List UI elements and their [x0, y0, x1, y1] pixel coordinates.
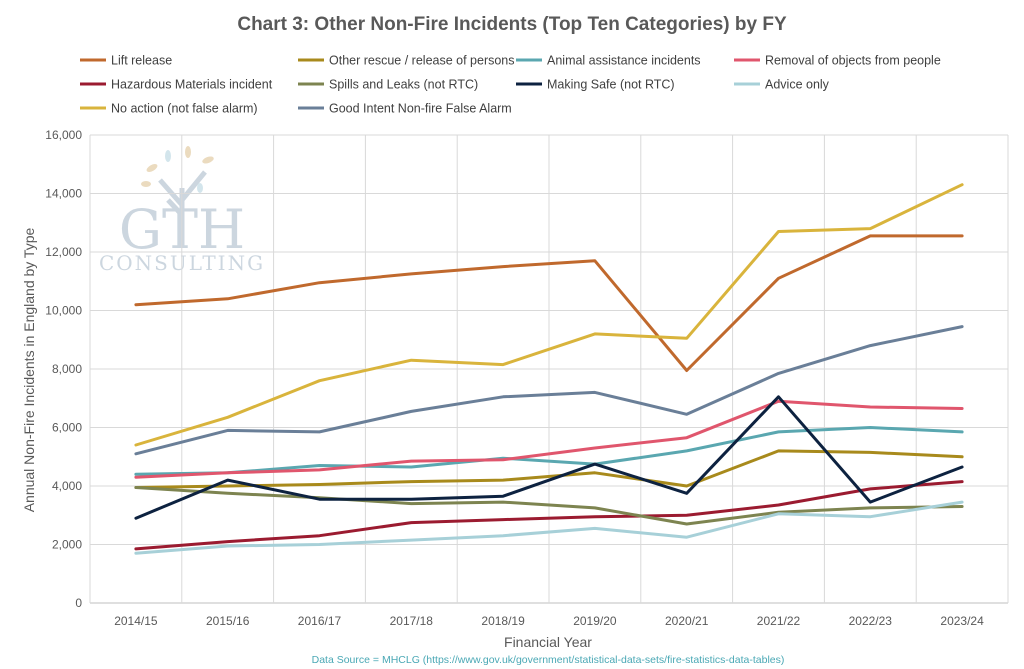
- x-tick-label: 2022/23: [849, 614, 893, 628]
- watermark-subtitle: CONSULTING: [99, 251, 265, 275]
- y-tick-label: 12,000: [45, 245, 82, 259]
- series-line-lift-release: [134, 234, 964, 372]
- y-tick-label: 6,000: [52, 421, 82, 435]
- legend-label: Hazardous Materials incident: [111, 78, 273, 92]
- y-tick-label: 4,000: [52, 479, 82, 493]
- y-tick-label: 8,000: [52, 362, 82, 376]
- legend-label: Other rescue / release of persons: [329, 54, 515, 68]
- legend-item: Other rescue / release of persons: [298, 54, 515, 68]
- y-tick-label: 2,000: [52, 538, 82, 552]
- legend-item: Animal assistance incidents: [516, 54, 701, 68]
- x-tick-label: 2016/17: [298, 614, 342, 628]
- y-tick-label: 14,000: [45, 187, 82, 201]
- x-tick-label: 2019/20: [573, 614, 617, 628]
- x-tick-label: 2023/24: [940, 614, 984, 628]
- legend-item: Lift release: [80, 54, 172, 68]
- x-tick-label: 2020/21: [665, 614, 709, 628]
- x-tick-label: 2015/16: [206, 614, 250, 628]
- data-source-note: Data Source = MHCLG (https://www.gov.uk/…: [312, 654, 785, 666]
- series-line-making-safe-not-rtc: [134, 395, 964, 520]
- legend-label: Animal assistance incidents: [547, 54, 701, 68]
- series-line-advice-only: [134, 500, 964, 555]
- y-tick-label: 0: [75, 596, 82, 610]
- chart-title: Chart 3: Other Non-Fire Incidents (Top T…: [237, 14, 787, 35]
- legend-label: Removal of objects from people: [765, 54, 941, 68]
- legend-item: Hazardous Materials incident: [80, 78, 273, 92]
- legend-item: No action (not false alarm): [80, 102, 258, 116]
- legend-label: Spills and Leaks (not RTC): [329, 78, 478, 92]
- x-tick-label: 2021/22: [757, 614, 801, 628]
- x-tick-label: 2017/18: [390, 614, 434, 628]
- x-axis: 2014/15 2015/16 2016/17 2017/18 2018/19 2019/…: [114, 614, 984, 628]
- x-tick-label: 2014/15: [114, 614, 158, 628]
- legend-item: Removal of objects from people: [734, 54, 941, 68]
- series-line-animal-assistance-incidents: [134, 426, 964, 476]
- y-tick-label: 10,000: [45, 304, 82, 318]
- legend-item: Spills and Leaks (not RTC): [298, 78, 478, 92]
- series-line-removal-of-objects-from-people: [134, 399, 964, 479]
- y-axis: 0 2,000 4,000 6,000 8,000 10,000 12,000 14,000 1…: [45, 128, 82, 610]
- legend-label: Lift release: [111, 54, 172, 68]
- series-line-hazardous-materials-incident: [134, 480, 964, 551]
- y-tick-label: 16,000: [45, 128, 82, 142]
- legend: Lift release Other rescue / release of pe…: [80, 54, 941, 116]
- x-tick-label: 2018/19: [481, 614, 525, 628]
- x-axis-title: Financial Year: [504, 634, 592, 650]
- legend-label: No action (not false alarm): [111, 102, 258, 116]
- legend-item: Good Intent Non-fire False Alarm: [298, 102, 512, 116]
- legend-label: Good Intent Non-fire False Alarm: [329, 102, 512, 116]
- legend-label: Advice only: [765, 78, 830, 92]
- series-line-spills-and-leaks-not-rtc: [134, 486, 964, 526]
- series-lines: [134, 183, 964, 555]
- series-line-good-intent-non-fire-false-alarm: [134, 325, 964, 456]
- legend-label: Making Safe (not RTC): [547, 78, 675, 92]
- y-axis-title: Annual Non-Fire Incidents in England by …: [21, 228, 37, 513]
- legend-item: Making Safe (not RTC): [516, 78, 675, 92]
- series-line-no-action-not-false-alarm: [134, 183, 964, 447]
- legend-item: Advice only: [734, 78, 830, 92]
